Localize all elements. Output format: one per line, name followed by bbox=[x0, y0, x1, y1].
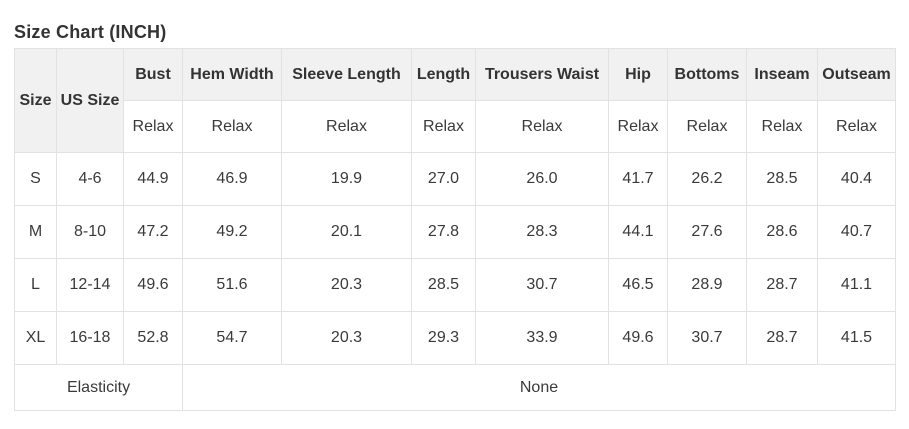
measure-value-cell: 40.4 bbox=[817, 152, 896, 206]
measure-value-cell: 27.6 bbox=[667, 205, 747, 259]
fit-cell: Relax bbox=[182, 100, 282, 153]
fit-cell: Relax bbox=[123, 100, 183, 153]
elasticity-value: None bbox=[182, 364, 896, 411]
fit-cell: Relax bbox=[746, 100, 818, 153]
measure-value-cell: 28.7 bbox=[746, 311, 818, 365]
size-chart-table: Size US Size Bust Hem Width Sleeve Lengt… bbox=[14, 48, 896, 411]
measure-value-cell: 20.3 bbox=[281, 311, 412, 365]
measure-value-cell: 29.3 bbox=[411, 311, 476, 365]
elasticity-label: Elasticity bbox=[14, 364, 183, 411]
measure-value-cell: 46.5 bbox=[608, 258, 668, 312]
page-title: Size Chart (INCH) bbox=[14, 21, 167, 42]
us-size-cell: 12-14 bbox=[56, 258, 124, 312]
measure-value-cell: 44.9 bbox=[123, 152, 183, 206]
size-cell: M bbox=[14, 205, 57, 259]
size-row-m: M 8-10 47.2 49.2 20.1 27.8 28.3 44.1 27.… bbox=[14, 205, 896, 259]
measure-value-cell: 28.7 bbox=[746, 258, 818, 312]
col-header-bottoms: Bottoms bbox=[667, 48, 747, 101]
measure-value-cell: 52.8 bbox=[123, 311, 183, 365]
fit-cell: Relax bbox=[411, 100, 476, 153]
measure-value-cell: 41.5 bbox=[817, 311, 896, 365]
measure-value-cell: 33.9 bbox=[475, 311, 609, 365]
size-row-xl: XL 16-18 52.8 54.7 20.3 29.3 33.9 49.6 3… bbox=[14, 311, 896, 365]
col-header-sleeve-length: Sleeve Length bbox=[281, 48, 412, 101]
measure-value-cell: 47.2 bbox=[123, 205, 183, 259]
measure-value-cell: 26.2 bbox=[667, 152, 747, 206]
size-row-l: L 12-14 49.6 51.6 20.3 28.5 30.7 46.5 28… bbox=[14, 258, 896, 312]
col-header-inseam: Inseam bbox=[746, 48, 818, 101]
measure-value-cell: 51.6 bbox=[182, 258, 282, 312]
elasticity-row: Elasticity None bbox=[14, 364, 896, 411]
header-row: Size US Size Bust Hem Width Sleeve Lengt… bbox=[14, 48, 896, 153]
size-cell: L bbox=[14, 258, 57, 312]
measure-value-cell: 28.5 bbox=[746, 152, 818, 206]
measure-value-cell: 20.1 bbox=[281, 205, 412, 259]
size-cell: S bbox=[14, 152, 57, 206]
us-size-cell: 16-18 bbox=[56, 311, 124, 365]
us-size-cell: 4-6 bbox=[56, 152, 124, 206]
fit-cell: Relax bbox=[817, 100, 896, 153]
measure-value-cell: 28.6 bbox=[746, 205, 818, 259]
size-column-header: Size bbox=[14, 48, 57, 153]
measure-value-cell: 44.1 bbox=[608, 205, 668, 259]
measure-value-cell: 28.3 bbox=[475, 205, 609, 259]
measure-value-cell: 41.1 bbox=[817, 258, 896, 312]
measure-value-cell: 27.8 bbox=[411, 205, 476, 259]
measure-value-cell: 30.7 bbox=[475, 258, 609, 312]
fit-cell: Relax bbox=[608, 100, 668, 153]
measure-value-cell: 30.7 bbox=[667, 311, 747, 365]
us-size-column-header: US Size bbox=[56, 48, 124, 153]
fit-cell: Relax bbox=[667, 100, 747, 153]
measure-value-cell: 49.2 bbox=[182, 205, 282, 259]
col-header-hip: Hip bbox=[608, 48, 668, 101]
measure-value-cell: 28.5 bbox=[411, 258, 476, 312]
measure-value-cell: 28.9 bbox=[667, 258, 747, 312]
fit-cell: Relax bbox=[281, 100, 412, 153]
fit-type-row: Relax Relax Relax Relax Relax Relax Rela… bbox=[15, 100, 896, 153]
measure-value-cell: 27.0 bbox=[411, 152, 476, 206]
measure-value-cell: 19.9 bbox=[281, 152, 412, 206]
measure-value-cell: 41.7 bbox=[608, 152, 668, 206]
size-cell: XL bbox=[14, 311, 57, 365]
col-header-hem-width: Hem Width bbox=[182, 48, 282, 101]
measure-value-cell: 26.0 bbox=[475, 152, 609, 206]
col-header-length: Length bbox=[411, 48, 476, 101]
col-header-trousers-waist: Trousers Waist bbox=[475, 48, 609, 101]
size-row-s: S 4-6 44.9 46.9 19.9 27.0 26.0 41.7 26.2… bbox=[14, 152, 896, 206]
col-header-outseam: Outseam bbox=[817, 48, 896, 101]
us-size-cell: 8-10 bbox=[56, 205, 124, 259]
fit-cell: Relax bbox=[475, 100, 609, 153]
measure-value-cell: 49.6 bbox=[608, 311, 668, 365]
col-header-bust: Bust bbox=[123, 48, 183, 101]
measure-value-cell: 20.3 bbox=[281, 258, 412, 312]
measure-value-cell: 40.7 bbox=[817, 205, 896, 259]
measure-value-cell: 49.6 bbox=[123, 258, 183, 312]
measure-value-cell: 54.7 bbox=[182, 311, 282, 365]
measure-value-cell: 46.9 bbox=[182, 152, 282, 206]
